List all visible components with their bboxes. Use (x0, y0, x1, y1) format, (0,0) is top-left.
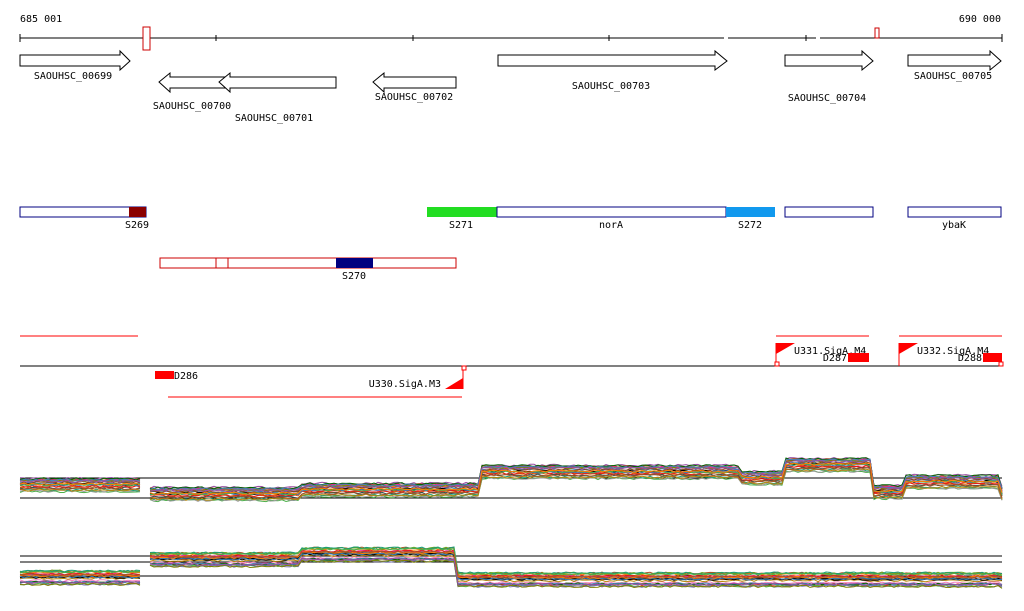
ruler-gap-marker[interactable] (874, 27, 880, 39)
gene-SAOUHSC_00701[interactable]: SAOUHSC_00701 (218, 71, 337, 124)
expression-profile-line (149, 550, 1003, 579)
ruler-gap (724, 36, 728, 40)
segment-S269[interactable] (129, 207, 146, 217)
expression-profile-line (19, 477, 141, 481)
gene-SAOUHSC_00702[interactable]: SAOUHSC_00702 (372, 71, 457, 103)
segment-norA[interactable] (496, 206, 727, 218)
segment-ybaK[interactable] (907, 206, 1002, 218)
feature-U332-flag[interactable] (899, 343, 918, 354)
gene-label: SAOUHSC_00699 (34, 71, 112, 82)
expression-profile-line (149, 466, 1003, 499)
segment-box[interactable] (159, 257, 457, 269)
expression-profile-line (19, 480, 141, 484)
segment-S272[interactable] (726, 207, 775, 217)
expression-profile-line (150, 457, 1003, 490)
expression-profile-line (149, 459, 1003, 493)
gene-SAOUHSC_00699[interactable]: SAOUHSC_00699 (19, 49, 131, 82)
expression-profile-line (149, 462, 1003, 495)
gene-SAOUHSC_00704[interactable]: SAOUHSC_00704 (784, 49, 874, 104)
reverse-segment-track: S270 (159, 257, 457, 282)
expression-profile-line (149, 557, 1003, 586)
gene-label: SAOUHSC_00705 (914, 71, 992, 82)
coordinate-ruler: 685 001 690 000 (19, 14, 1003, 51)
segment-S271[interactable] (427, 207, 497, 217)
feature-label: D286 (174, 371, 198, 382)
expression-profile-line (149, 546, 1003, 575)
segment-S270[interactable] (336, 258, 373, 268)
gene-SAOUHSC_00703[interactable]: SAOUHSC_00703 (497, 49, 728, 92)
feature-D286[interactable] (155, 371, 174, 379)
segment-box[interactable] (19, 206, 147, 218)
expression-profile-line (19, 580, 141, 584)
feature-D288[interactable] (983, 353, 1002, 362)
expression-profile-line (149, 458, 1003, 491)
expression-profile-line (19, 569, 141, 573)
feature-D287[interactable] (848, 353, 869, 362)
feature-marker (461, 365, 467, 371)
segment-label: S270 (342, 271, 366, 282)
expression-profile-line (149, 559, 1003, 589)
gene-label: SAOUHSC_00701 (235, 113, 313, 124)
gene-label: SAOUHSC_00700 (153, 101, 231, 112)
gene-label: SAOUHSC_00702 (375, 92, 453, 103)
expression-profile-reverse (19, 546, 1003, 589)
segment-label: norA (599, 220, 623, 231)
ruler-start-label: 685 001 (20, 14, 62, 25)
segment-label: S269 (125, 220, 149, 231)
expression-profile-line (149, 547, 1003, 577)
gene-SAOUHSC_00705[interactable]: SAOUHSC_00705 (907, 49, 1002, 82)
expression-profile-forward (19, 456, 1003, 503)
expression-profile-line (149, 466, 1003, 499)
segment-box[interactable] (784, 206, 874, 218)
feature-label: U330.SigA.M3 (369, 379, 441, 390)
ruler-gap (816, 36, 820, 41)
feature-track: D286 U330.SigA.M3 U331.SigA.M4 D287 U332… (20, 335, 1004, 398)
feature-marker (998, 361, 1004, 367)
expression-profile-line (149, 557, 1003, 586)
expression-profile-line (19, 486, 141, 491)
gene-SAOUHSC_00700[interactable]: SAOUHSC_00700 (153, 71, 231, 112)
expression-profile-line (19, 573, 141, 578)
gene-label: SAOUHSC_00703 (572, 81, 650, 92)
ruler-gap-marker[interactable] (142, 26, 151, 51)
feature-marker (774, 361, 780, 367)
expression-profile-line (19, 488, 141, 492)
expression-profile-line (19, 582, 141, 587)
feature-label: U331.SigA.M4 (794, 346, 866, 357)
gene-track: SAOUHSC_00699 SAOUHSC_00700 SAOUHSC_0070… (19, 49, 1002, 124)
feature-label: U332.SigA.M4 (917, 346, 989, 357)
expression-profile-line (19, 484, 141, 488)
segment-label: ybaK (942, 220, 966, 231)
expression-profile-line (19, 570, 141, 574)
expression-profile-line (149, 552, 1003, 581)
expression-profile-line (19, 573, 141, 577)
feature-label: D288 (958, 353, 982, 364)
expression-profile-line (149, 556, 1003, 586)
segment-label: S271 (449, 220, 473, 231)
expression-profile-line (149, 464, 1003, 498)
feature-label: D287 (823, 353, 847, 364)
expression-profile-line (149, 546, 1003, 575)
segment-label: S272 (738, 220, 762, 231)
expression-profile-line (19, 482, 141, 486)
expression-profile-line (19, 489, 141, 494)
feature-U331-flag[interactable] (776, 343, 795, 354)
gene-label: SAOUHSC_00704 (788, 93, 866, 104)
expression-profile-line (149, 469, 1003, 502)
ruler-end-label: 690 000 (959, 14, 1001, 25)
expression-profile-line (19, 579, 141, 583)
forward-segment-track: S269 S271 norA S272 ybaK (19, 206, 1002, 231)
feature-U330-flag[interactable] (445, 378, 463, 389)
